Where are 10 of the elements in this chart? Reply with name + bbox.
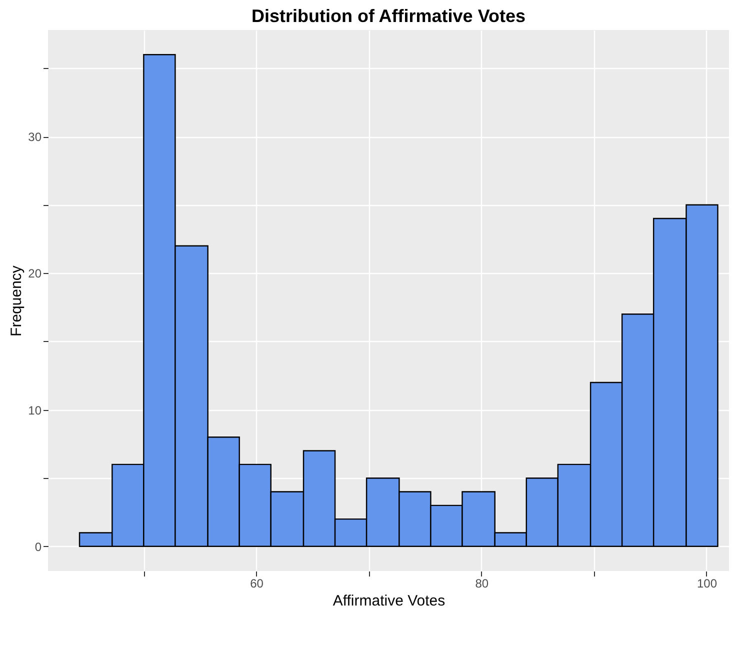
x-axis-title: Affirmative Votes	[332, 592, 446, 610]
y-axis-title: Frequency	[8, 265, 26, 336]
x-tick-label: 80	[475, 576, 489, 590]
chart-title: Distribution of Affirmative Votes	[251, 6, 526, 26]
x-tick-label: 60	[250, 576, 264, 590]
x-tick-label: 100	[696, 576, 718, 590]
y-tick-label: 0	[34, 540, 42, 554]
y-tick-label: 10	[28, 403, 42, 418]
y-tick-label: 30	[28, 130, 42, 144]
y-tick-label: 20	[28, 266, 42, 281]
